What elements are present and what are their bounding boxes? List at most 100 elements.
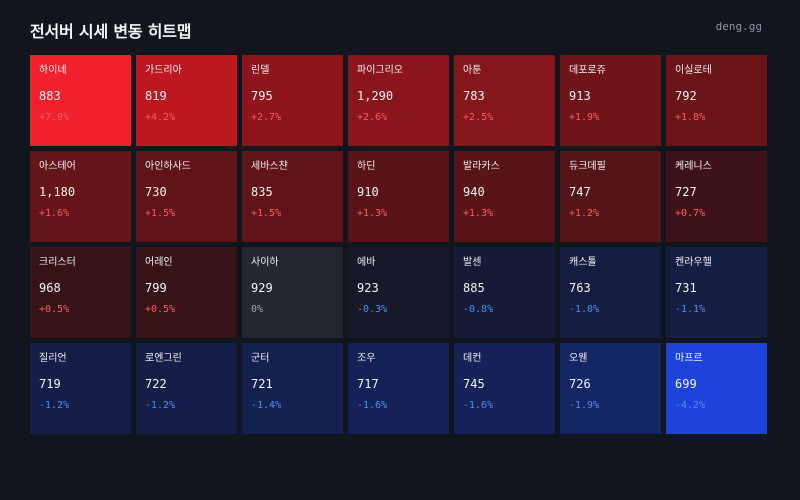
server-name: 데포로쥬 — [569, 65, 606, 76]
server-name: 하이네 — [39, 65, 67, 76]
server-name: 아툰 — [463, 65, 482, 76]
server-price: 929 — [251, 281, 273, 295]
server-price: 747 — [569, 185, 591, 199]
server-tile[interactable]: 발센 885 -0.8% — [454, 247, 555, 338]
server-price: 940 — [463, 185, 485, 199]
server-tile[interactable]: 하딘 910 +1.3% — [348, 151, 449, 242]
server-tile[interactable]: 마프르 699 -4.2% — [666, 343, 767, 434]
server-tile[interactable]: 사이하 929 0% — [242, 247, 343, 338]
server-name: 발라카스 — [463, 161, 500, 172]
server-price: 722 — [145, 377, 167, 391]
server-change: -1.0% — [569, 304, 600, 315]
server-tile[interactable]: 군터 721 -1.4% — [242, 343, 343, 434]
server-change: -1.9% — [569, 400, 600, 411]
server-price: 1,180 — [39, 185, 76, 199]
server-change: +1.9% — [569, 112, 600, 123]
server-name: 아인하사드 — [145, 161, 191, 172]
server-name: 린델 — [251, 65, 270, 76]
server-price: 1,290 — [357, 89, 394, 103]
server-change: -1.6% — [357, 400, 388, 411]
server-name: 하딘 — [357, 161, 376, 172]
server-tile[interactable]: 로엔그린 722 -1.2% — [136, 343, 237, 434]
server-tile[interactable]: 세바스챤 835 +1.5% — [242, 151, 343, 242]
server-price: 799 — [145, 281, 167, 295]
server-tile[interactable]: 에바 923 -0.3% — [348, 247, 449, 338]
server-name: 케레니스 — [675, 161, 712, 172]
server-price: 885 — [463, 281, 485, 295]
server-name: 데컨 — [463, 353, 482, 364]
server-name: 캐스톨 — [569, 257, 597, 268]
server-tile[interactable]: 이실로테 792 +1.8% — [666, 55, 767, 146]
server-name: 듀크데필 — [569, 161, 606, 172]
server-tile[interactable]: 듀크데필 747 +1.2% — [560, 151, 661, 242]
server-change: +1.6% — [39, 208, 70, 219]
server-price: 731 — [675, 281, 697, 295]
server-price: 699 — [675, 377, 697, 391]
server-name: 켄라우헬 — [675, 257, 712, 268]
server-tile[interactable]: 아툰 783 +2.5% — [454, 55, 555, 146]
server-change: +1.3% — [463, 208, 494, 219]
server-price: 835 — [251, 185, 273, 199]
server-tile[interactable]: 아인하사드 730 +1.5% — [136, 151, 237, 242]
server-tile[interactable]: 조우 717 -1.6% — [348, 343, 449, 434]
brand-logo[interactable]: deng.gg — [715, 20, 762, 33]
server-name: 마프르 — [675, 353, 703, 364]
server-change: -1.1% — [675, 304, 706, 315]
server-change: 0% — [251, 304, 264, 315]
server-price: 910 — [357, 185, 379, 199]
server-tile[interactable]: 데포로쥬 913 +1.9% — [560, 55, 661, 146]
server-price: 717 — [357, 377, 379, 391]
server-tile[interactable]: 하이네 883 +7.0% — [30, 55, 131, 146]
server-name: 크리스터 — [39, 257, 76, 268]
heatmap-grid: 하이네 883 +7.0% 가드리아 819 +4.2% 린델 795 +2.7% 파이그리오 1,… — [30, 55, 767, 434]
server-change: -1.6% — [463, 400, 494, 411]
server-change: +0.5% — [39, 304, 70, 315]
header: 전서버 시세 변동 히트맵 deng.gg — [30, 0, 767, 56]
server-change: -0.3% — [357, 304, 388, 315]
server-tile[interactable]: 어레인 799 +0.5% — [136, 247, 237, 338]
server-tile[interactable]: 켄라우헬 731 -1.1% — [666, 247, 767, 338]
server-name: 발센 — [463, 257, 482, 268]
server-tile[interactable]: 캐스톨 763 -1.0% — [560, 247, 661, 338]
server-price: 726 — [569, 377, 591, 391]
server-price: 719 — [39, 377, 61, 391]
server-change: +1.3% — [357, 208, 388, 219]
server-tile[interactable]: 케레니스 727 +0.7% — [666, 151, 767, 242]
server-tile[interactable]: 아스테어 1,180 +1.6% — [30, 151, 131, 242]
server-change: +2.7% — [251, 112, 282, 123]
server-name: 이실로테 — [675, 65, 712, 76]
server-price: 883 — [39, 89, 61, 103]
server-change: +4.2% — [145, 112, 176, 123]
server-tile[interactable]: 파이그리오 1,290 +2.6% — [348, 55, 449, 146]
server-name: 사이하 — [251, 257, 279, 268]
server-change: -4.2% — [675, 400, 706, 411]
server-change: +1.8% — [675, 112, 706, 123]
server-tile[interactable]: 질리언 719 -1.2% — [30, 343, 131, 434]
server-tile[interactable]: 가드리아 819 +4.2% — [136, 55, 237, 146]
server-name: 군터 — [251, 353, 270, 364]
server-tile[interactable]: 발라카스 940 +1.3% — [454, 151, 555, 242]
server-tile[interactable]: 데컨 745 -1.6% — [454, 343, 555, 434]
server-change: +2.6% — [357, 112, 388, 123]
server-name: 아스테어 — [39, 161, 76, 172]
server-change: -1.2% — [39, 400, 70, 411]
server-change: -1.4% — [251, 400, 282, 411]
server-tile[interactable]: 크리스터 968 +0.5% — [30, 247, 131, 338]
server-price: 968 — [39, 281, 61, 295]
server-price: 730 — [145, 185, 167, 199]
server-name: 세바스챤 — [251, 161, 288, 172]
server-price: 795 — [251, 89, 273, 103]
server-price: 727 — [675, 185, 697, 199]
server-change: +1.5% — [145, 208, 176, 219]
server-change: +1.5% — [251, 208, 282, 219]
server-change: +1.2% — [569, 208, 600, 219]
server-price: 745 — [463, 377, 485, 391]
server-name: 에바 — [357, 257, 376, 268]
server-change: +2.5% — [463, 112, 494, 123]
server-change: +7.0% — [39, 112, 70, 123]
server-name: 조우 — [357, 353, 376, 364]
server-tile[interactable]: 오웬 726 -1.9% — [560, 343, 661, 434]
server-name: 어레인 — [145, 257, 173, 268]
server-change: -0.8% — [463, 304, 494, 315]
server-tile[interactable]: 린델 795 +2.7% — [242, 55, 343, 146]
